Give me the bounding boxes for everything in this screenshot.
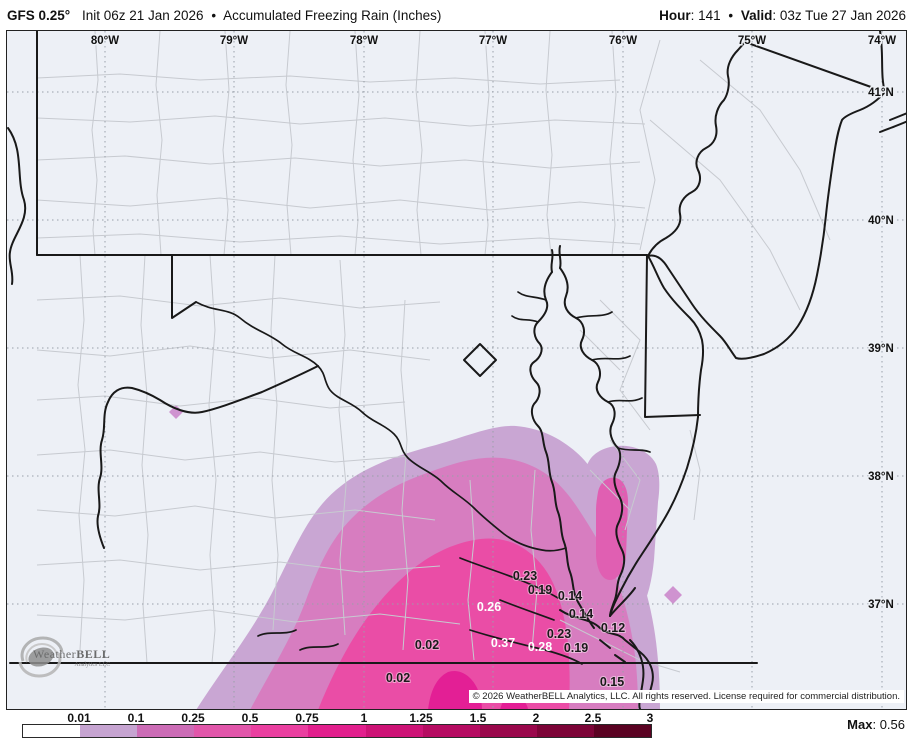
scale-segment [479,725,537,737]
scale-segment [536,725,594,737]
scale-tick: 2.5 [584,711,602,725]
color-scale-bar [22,724,652,738]
graticule [7,31,906,709]
logo-name: Weather [33,646,77,661]
scale-tick: 2 [532,711,540,725]
init-time: Init 06z 21 Jan 2026 [81,7,204,23]
copyright-notice: © 2026 WeatherBELL Analytics, LLC. All r… [468,690,904,703]
scale-tick: 1.25 [409,711,433,725]
scale-tick: 1 [360,711,368,725]
lon-label: 79°W [220,35,248,47]
scale-tick: 0.01 [67,711,91,725]
scale-tick: 0.1 [127,711,145,725]
value-label: 0.14 [558,589,582,603]
isolated-cell-diamond-east [664,586,682,604]
valid-value: : 03z Tue 27 Jan 2026 [772,7,906,23]
color-scale-labels: 0.01 0.1 0.25 0.5 0.75 1 1.25 1.5 2 2.5 … [0,711,913,725]
latitude-labels: 41°N 40°N 39°N 38°N 37°N [867,86,896,613]
lon-label: 74°W [868,35,896,47]
header-bar: GFS 0.25° Init 06z 21 Jan 2026 • Accumul… [0,0,913,30]
lat-label: 39°N [868,343,894,355]
lon-label: 80°W [91,35,119,47]
value-label: 0.26 [477,600,501,614]
lat-label: 41°N [868,87,894,99]
value-label: 0.14 [569,607,593,621]
valid-label: Valid [740,7,773,23]
lon-label: 75°W [738,35,766,47]
value-label: 0.02 [386,671,410,685]
max-value: Max: 0.56 [847,717,905,732]
county-boundaries [36,31,831,673]
value-label: 0.12 [601,621,625,635]
state-borders [7,31,906,709]
product-label: Accumulated Freezing Rain (Inches) [223,7,442,23]
isolated-cell-diamond-west [169,405,183,419]
scale-tick: 0.75 [295,711,319,725]
weatherbell-swirl-icon [18,636,64,678]
value-label: 0.37 [491,636,515,650]
valid-time-block: Hour: 141 • Valid: 03z Tue 27 Jan 2026 [659,8,906,23]
scale-segment [23,725,81,737]
lat-label: 40°N [868,215,894,227]
value-label: 0.23 [547,627,571,641]
scale-segment [194,725,252,737]
scale-tick: 3 [646,711,654,725]
max-label: Max [847,717,873,732]
scale-segment [308,725,366,737]
value-label: 0.02 [415,638,439,652]
logo-subtitle: Analytics LLC [74,661,111,668]
accumulation-value-labels: 0.23 0.19 0.14 0.14 0.26 0.23 0.12 0.02 … [385,568,626,690]
scale-segment [251,725,309,737]
weatherbell-logo: WeatherBELL Analytics LLC [15,631,110,683]
lon-label: 78°W [350,35,378,47]
scale-segment [365,725,423,737]
header-bullet: • [728,7,734,23]
scale-segment [593,725,652,737]
value-label: 0.19 [564,641,588,655]
scale-segment [422,725,480,737]
scale-tick: 1.5 [469,711,487,725]
scale-tick: 0.5 [241,711,259,725]
scale-tick: 0.25 [181,711,205,725]
map-svg: 80°W 79°W 78°W 77°W 76°W 75°W 74°W 41°N … [7,31,906,709]
scale-segment [80,725,138,737]
hour-label: Hour [659,7,691,23]
longitude-labels: 80°W 79°W 78°W 77°W 76°W 75°W 74°W [89,34,897,49]
value-label: 0.28 [528,640,552,654]
model-label: GFS 0.25° [7,7,71,23]
color-scale: 0.01 0.1 0.25 0.5 0.75 1 1.25 1.5 2 2.5 … [0,710,913,750]
value-label: 0.15 [600,675,624,689]
max-number: : 0.56 [872,717,905,732]
hour-value: : 141 [690,7,721,23]
lon-label: 76°W [609,35,637,47]
lon-label: 77°W [479,35,507,47]
scale-segment [137,725,195,737]
title-bullet: • [211,7,217,23]
lat-label: 37°N [868,599,894,611]
value-label: 0.23 [513,569,537,583]
value-label: 0.19 [528,583,552,597]
map-title: GFS 0.25° Init 06z 21 Jan 2026 • Accumul… [7,8,441,23]
lat-label: 38°N [868,471,894,483]
logo-name-bold: BELL [76,646,111,661]
map-canvas: 80°W 79°W 78°W 77°W 76°W 75°W 74°W 41°N … [6,30,907,710]
